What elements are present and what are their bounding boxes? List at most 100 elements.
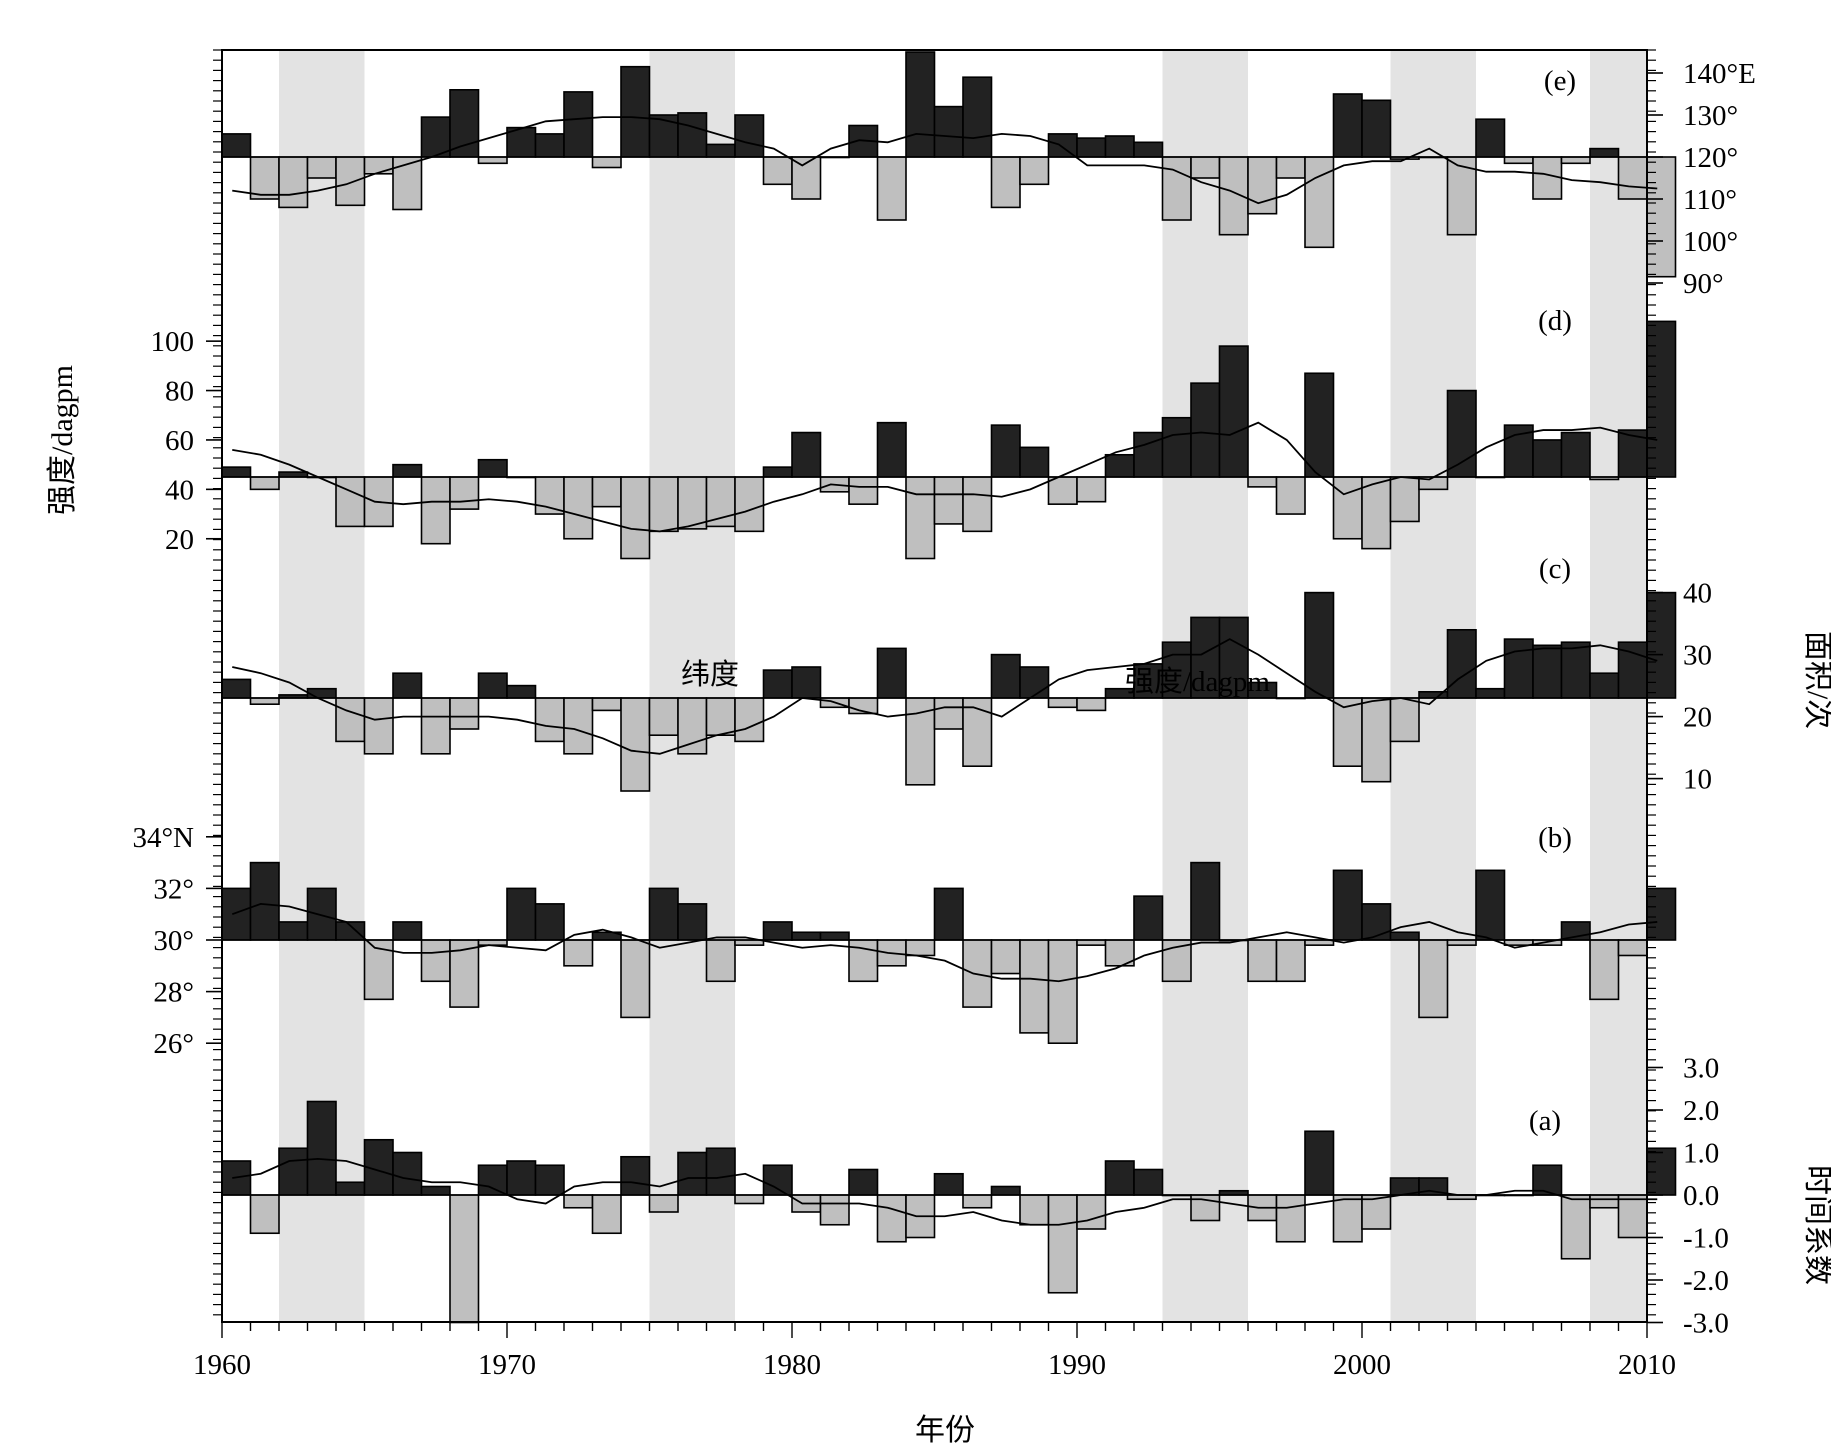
bar-a-1967 (420, 1185, 451, 1196)
x-axis-title: 年份 (915, 1414, 975, 1447)
labels-layer: 90° 100° 110° 120° 130° 140°E (e) 20 40 60 80 100 (d… (46, 58, 1831, 1381)
bar-b-1970 (506, 887, 537, 941)
bar-c-1987 (990, 653, 1021, 699)
bar-c-1960 (221, 678, 252, 699)
bar-a-1986 (962, 1194, 993, 1209)
bar-c-1963 (306, 687, 337, 699)
bar-b-1976 (677, 903, 708, 941)
bar-c-2004 (1475, 687, 1506, 699)
bar-d-1987 (990, 424, 1021, 478)
bar-d-2006 (1532, 439, 1563, 478)
bar-a-1989 (1047, 1194, 1078, 1294)
bar-a-1975 (648, 1194, 679, 1213)
bar-b-2001 (1389, 931, 1420, 941)
bar-d-1968 (449, 476, 480, 510)
bar-c-1979 (762, 669, 793, 699)
tick-label-e-5: 140°E (1683, 58, 1756, 90)
tick-label-d-1: 40 (165, 474, 194, 506)
smooth-line-e (232, 116, 1658, 205)
tick-label-c-0: 10 (1683, 764, 1712, 796)
bar-d-1993 (1161, 416, 1192, 478)
bar-e-1969 (477, 156, 508, 165)
bar-b-1997 (1275, 939, 1306, 983)
bar-d-1996 (1247, 476, 1278, 488)
bar-d-2010 (1646, 320, 1677, 478)
bar-b-1960 (221, 887, 252, 941)
bar-b-1982 (848, 939, 879, 983)
bar-e-1993 (1161, 156, 1192, 221)
tick-label-e-3: 120° (1683, 142, 1738, 174)
bar-b-1967 (420, 939, 451, 983)
bar-b-1992 (1133, 895, 1164, 941)
bar-a-1983 (876, 1194, 907, 1243)
bar-e-1962 (278, 156, 309, 209)
bar-a-1991 (1104, 1160, 1135, 1196)
smooth-line-a (232, 1157, 1658, 1226)
bar-d-1973 (591, 476, 622, 508)
bar-b-2004 (1475, 869, 1506, 941)
bar-e-2008 (1589, 147, 1620, 158)
bar-d-1967 (420, 476, 451, 545)
axis-title-c: 面积/次 (1801, 631, 1831, 729)
bar-a-1977 (705, 1147, 736, 1196)
bar-a-1962 (278, 1147, 309, 1196)
x-tick-label-2010: 2010 (1618, 1349, 1676, 1381)
bar-d-1977 (705, 476, 736, 528)
bar-e-1987 (990, 156, 1021, 209)
bar-c-1994 (1190, 616, 1221, 699)
bar-e-1990 (1076, 137, 1107, 158)
bar-a-1969 (477, 1164, 508, 1196)
bar-a-1985 (933, 1172, 964, 1196)
axis-title-a: 时间系数 (1801, 1165, 1831, 1285)
bar-b-1980 (791, 931, 822, 941)
bar-d-2003 (1446, 389, 1477, 478)
bar-d-1960 (221, 466, 252, 478)
bar-c-1966 (392, 672, 423, 699)
bar-e-1968 (449, 89, 480, 158)
bar-b-1981 (819, 931, 850, 941)
bar-b-2009 (1617, 939, 1648, 957)
tick-label-a-4: 1.0 (1683, 1138, 1719, 1170)
bar-c-2006 (1532, 644, 1563, 699)
bar-d-1972 (563, 476, 594, 540)
bar-b-1972 (563, 939, 594, 967)
annotation-latitude: 纬度 (681, 658, 739, 691)
panel-label-a: (a) (1529, 1105, 1561, 1137)
bar-e-1978 (734, 114, 765, 158)
x-tick-label-2000: 2000 (1333, 1349, 1391, 1381)
bar-a-1998 (1304, 1130, 1335, 1196)
bar-d-1979 (762, 466, 793, 478)
panel-label-e: (e) (1544, 65, 1576, 97)
bar-a-1999 (1332, 1194, 1363, 1243)
bar-a-1982 (848, 1168, 879, 1196)
bar-c-2005 (1503, 638, 1534, 699)
bar-c-1985 (933, 697, 964, 730)
smooth-line-c (232, 638, 1658, 755)
bar-d-1984 (905, 476, 936, 560)
bar-c-1961 (249, 697, 280, 705)
tick-label-c-1: 20 (1683, 702, 1712, 734)
bar-c-1998 (1304, 591, 1335, 699)
bar-a-1979 (762, 1164, 793, 1196)
bar-d-1975 (648, 476, 679, 533)
x-tick-label-1990: 1990 (1048, 1349, 1106, 1381)
bar-e-1964 (335, 156, 366, 207)
tick-label-a-2: -1.0 (1683, 1223, 1729, 1255)
bar-c-1980 (791, 666, 822, 699)
bar-c-1968 (449, 697, 480, 730)
bar-d-1976 (677, 476, 708, 530)
bar-a-1973 (591, 1194, 622, 1235)
bar-c-1975 (648, 697, 679, 737)
bar-c-1971 (534, 697, 565, 743)
bar-b-1985 (933, 887, 964, 941)
bar-a-1981 (819, 1194, 850, 1226)
bar-b-1984 (905, 939, 936, 957)
bar-c-1988 (1019, 666, 1050, 699)
bar-c-1972 (563, 697, 594, 755)
bar-a-2000 (1361, 1194, 1392, 1230)
bar-c-1970 (506, 684, 537, 699)
bar-d-1983 (876, 421, 907, 478)
bar-c-1969 (477, 672, 508, 699)
annotation-intensity: 强度/dagpm (1125, 665, 1270, 698)
